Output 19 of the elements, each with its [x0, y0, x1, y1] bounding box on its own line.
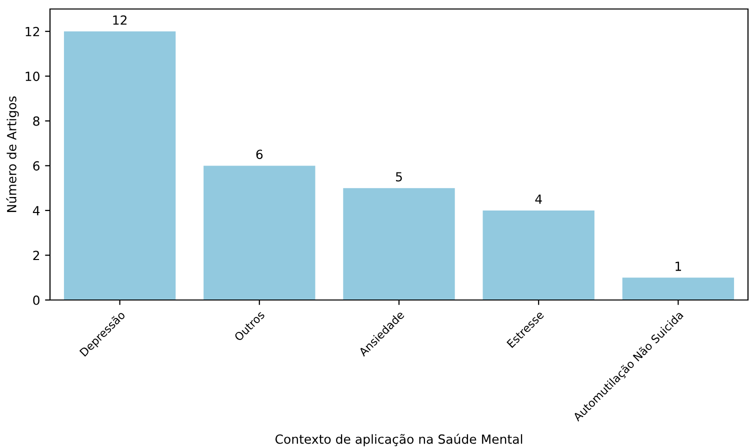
bar	[482, 210, 594, 300]
data-label: 5	[396, 172, 402, 182]
data-label: 1	[676, 262, 682, 271]
y-axis-title: Número de Artigos	[6, 96, 19, 212]
bar	[204, 166, 316, 300]
data-label: 6	[256, 150, 263, 160]
data-label: 12	[113, 15, 126, 25]
y-tick-label: 6	[33, 161, 40, 171]
y-tick-label: 10	[26, 72, 40, 82]
y-tick-label: 12	[26, 26, 40, 36]
bar	[622, 278, 734, 300]
data-label: 4	[535, 194, 542, 204]
bar	[343, 188, 455, 300]
x-axis-title: Contexto de aplicação na Saúde Mental	[275, 434, 522, 446]
y-tick-label: 0	[33, 295, 40, 305]
y-tick-label: 8	[33, 116, 40, 126]
y-tick-label: 2	[33, 250, 40, 260]
bar	[64, 31, 176, 300]
y-tick-label: 4	[32, 206, 40, 216]
